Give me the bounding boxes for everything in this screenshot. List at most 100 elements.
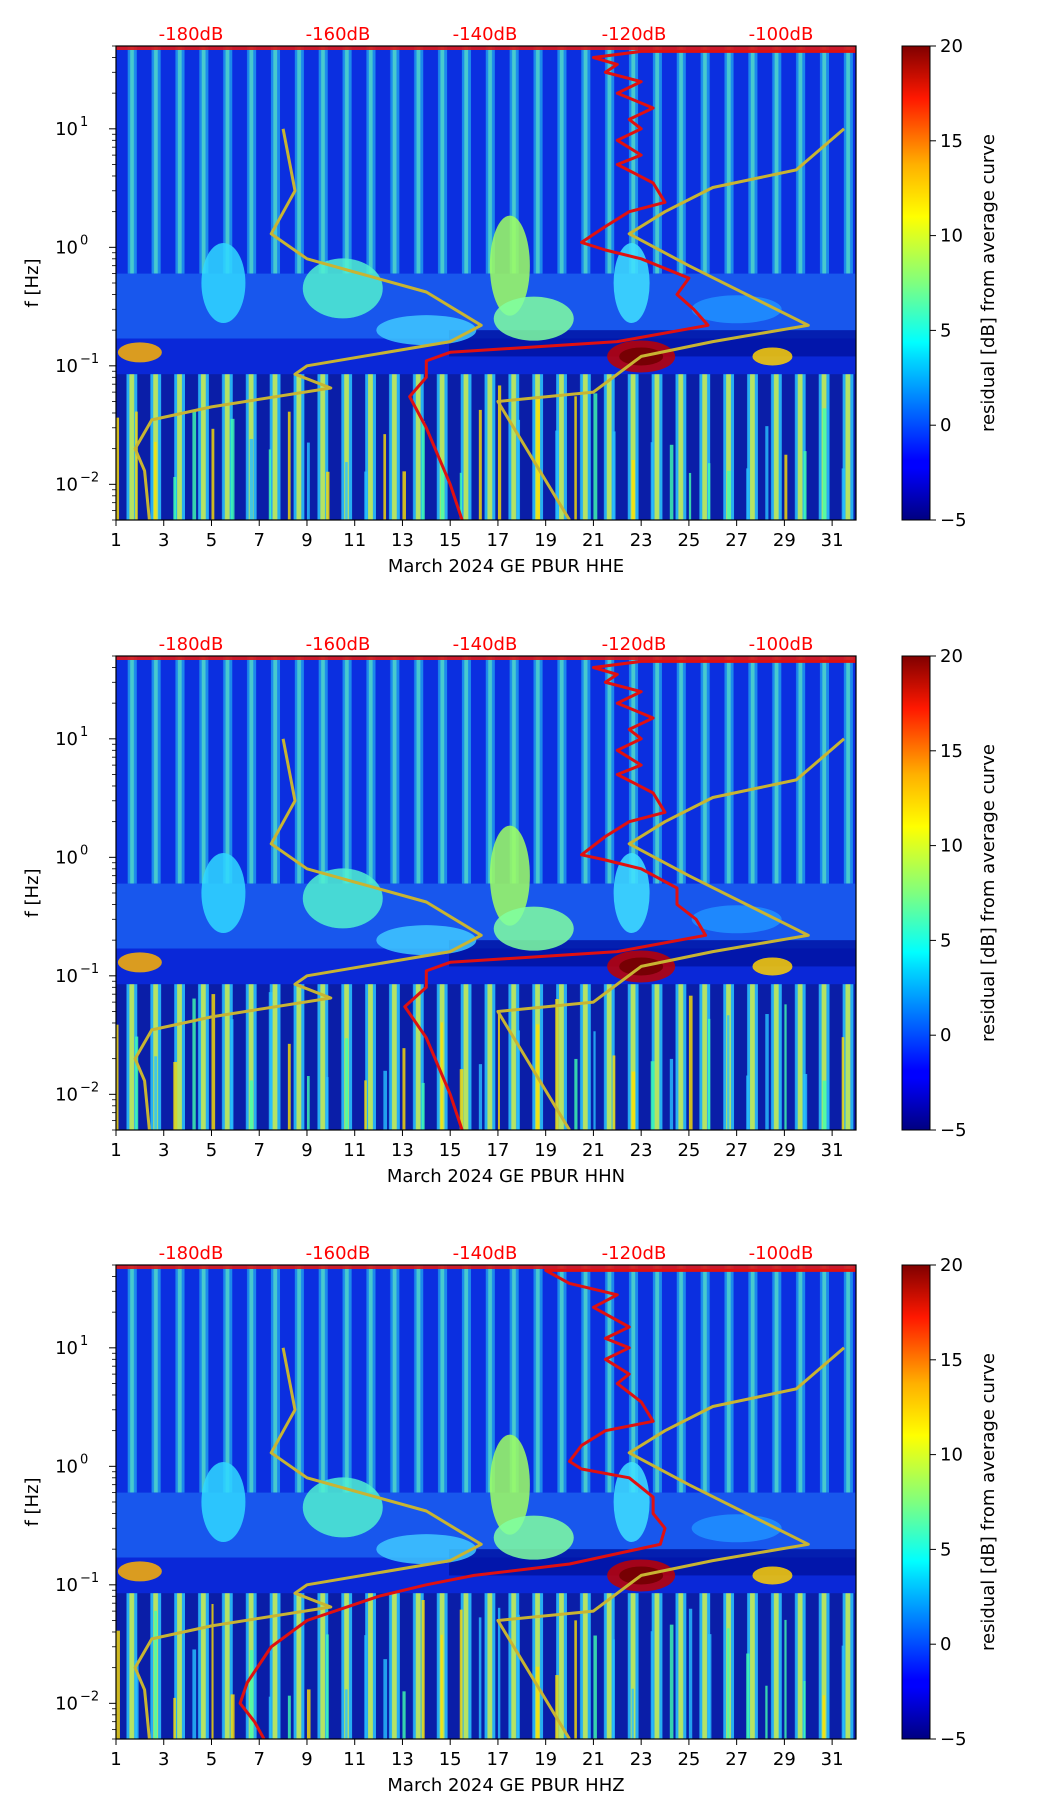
- spike: [211, 994, 216, 1130]
- y-tick-exponent: −2: [80, 1080, 99, 1095]
- db-scale-label: -140dB: [453, 634, 518, 655]
- spike: [326, 1634, 329, 1739]
- spike: [287, 1043, 291, 1130]
- x-tick-label: 25: [677, 1140, 700, 1161]
- series-line-1: [496, 127, 846, 520]
- y-axis-label: f [Hz]: [22, 868, 43, 917]
- spike: [555, 430, 559, 520]
- energy-patch: [691, 1514, 782, 1543]
- spike: [536, 1666, 540, 1739]
- spike: [211, 1603, 214, 1739]
- x-tick-label: 29: [773, 530, 796, 551]
- spike: [326, 471, 330, 520]
- y-tick-label: 10: [55, 1693, 78, 1714]
- spike: [784, 1619, 787, 1739]
- db-scale-label: -180dB: [159, 24, 224, 45]
- spike: [440, 463, 445, 520]
- spike: [669, 444, 674, 520]
- x-tick-label: 15: [439, 1749, 462, 1770]
- spike: [688, 995, 693, 1130]
- spike: [517, 1614, 520, 1739]
- y-tick-exponent: 0: [80, 233, 88, 248]
- series-line-2: [403, 659, 856, 1130]
- x-tick-label: 23: [630, 1749, 653, 1770]
- y-tick-exponent: −1: [80, 962, 99, 977]
- spike: [459, 472, 462, 520]
- colorbar-tick-label: 0: [940, 1634, 951, 1655]
- spike: [517, 419, 521, 520]
- energy-patch: [117, 342, 162, 363]
- spike: [230, 1019, 234, 1130]
- series-line-1: [496, 737, 846, 1130]
- spike: [708, 1018, 711, 1130]
- energy-patch: [752, 1566, 793, 1585]
- y-tick-exponent: −2: [80, 470, 99, 485]
- spike: [306, 1689, 311, 1739]
- x-tick-label: 17: [486, 1140, 509, 1161]
- spike: [478, 409, 482, 520]
- colorbar-tick-label: 10: [940, 1445, 963, 1466]
- spike: [116, 1630, 120, 1739]
- colorbar-tick-label: 5: [940, 320, 951, 341]
- spike: [746, 468, 749, 520]
- spike: [383, 434, 387, 520]
- spike: [631, 1071, 636, 1130]
- top-noise-strip: [116, 1265, 856, 1269]
- energy-patch: [752, 957, 793, 976]
- y-tick-exponent: 0: [80, 1452, 88, 1467]
- x-tick-label: 5: [206, 1749, 217, 1770]
- spike: [497, 1011, 500, 1130]
- y-tick-exponent: 0: [80, 843, 88, 858]
- colorbar-label: residual [dB] from average curve: [978, 744, 999, 1042]
- spike: [306, 1076, 310, 1130]
- spike: [192, 998, 196, 1130]
- y-tick-exponent: 1: [80, 115, 88, 130]
- x-tick-label: 7: [253, 530, 264, 551]
- x-tick-label: 29: [773, 1140, 796, 1161]
- spike: [746, 1075, 749, 1130]
- colorbar-tick-label: 5: [940, 930, 951, 951]
- energy-patch: [493, 906, 574, 951]
- colorbar-tick-label: 5: [940, 1539, 951, 1560]
- spike: [268, 449, 272, 520]
- x-tick-label: 1: [110, 1749, 121, 1770]
- x-axis-label: March 2024 GE PBUR HHZ: [387, 1775, 624, 1796]
- colorbar-tick-label: −5: [940, 510, 967, 531]
- spike: [478, 1064, 483, 1130]
- energy-patch: [691, 295, 782, 324]
- x-tick-label: 19: [534, 1140, 557, 1161]
- spike: [116, 417, 120, 520]
- spike: [154, 1056, 158, 1130]
- db-scale-label: -160dB: [306, 634, 371, 655]
- y-tick-exponent: −1: [80, 352, 99, 367]
- db-scale-label: -120dB: [602, 1243, 667, 1264]
- spike: [517, 1030, 520, 1130]
- spike: [364, 1635, 367, 1739]
- heatmap-high-band: [116, 656, 856, 884]
- spike: [841, 468, 846, 520]
- energy-patch: [691, 905, 782, 934]
- series-line-0: [133, 738, 483, 1130]
- spike: [688, 472, 692, 520]
- x-tick-label: 17: [486, 530, 509, 551]
- x-tick-label: 19: [534, 530, 557, 551]
- spike: [383, 1659, 388, 1739]
- spike: [727, 470, 731, 520]
- energy-patch: [613, 1462, 650, 1542]
- spike: [727, 1015, 730, 1130]
- spike: [287, 411, 291, 520]
- db-scale-label: -160dB: [306, 24, 371, 45]
- spike: [593, 1635, 597, 1739]
- x-tick-label: 31: [821, 1140, 844, 1161]
- db-scale-label: -140dB: [453, 24, 518, 45]
- series-line-0: [133, 1347, 483, 1739]
- spike: [555, 999, 559, 1130]
- spike: [574, 1620, 577, 1739]
- x-tick-label: 31: [821, 530, 844, 551]
- x-tick-label: 21: [582, 1140, 605, 1161]
- spike: [421, 421, 425, 520]
- spike: [478, 1617, 482, 1739]
- spike: [173, 476, 177, 520]
- x-tick-label: 5: [206, 530, 217, 551]
